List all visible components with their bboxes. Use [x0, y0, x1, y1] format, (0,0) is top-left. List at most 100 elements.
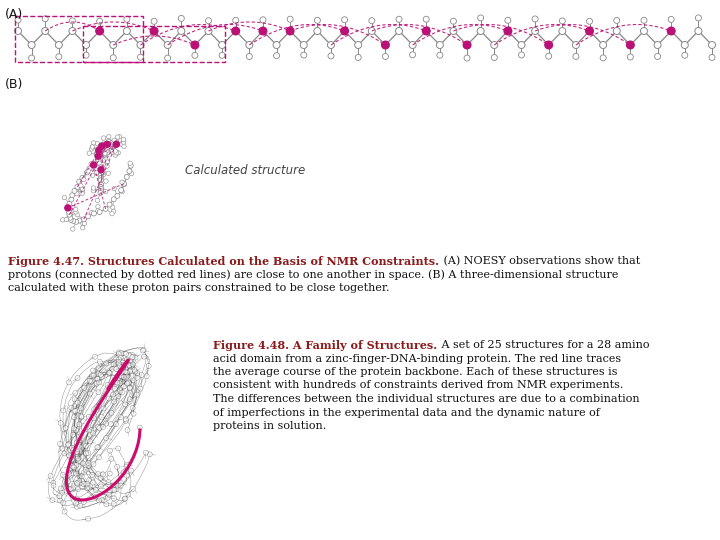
- Circle shape: [71, 205, 76, 210]
- Circle shape: [68, 211, 73, 215]
- Circle shape: [60, 472, 66, 477]
- Circle shape: [654, 53, 660, 59]
- Circle shape: [77, 444, 82, 449]
- Circle shape: [423, 27, 430, 35]
- Circle shape: [573, 53, 579, 59]
- Circle shape: [89, 211, 94, 215]
- Circle shape: [572, 42, 580, 49]
- Circle shape: [112, 143, 117, 147]
- Text: consistent with hundreds of constraints derived from NMR experiments.: consistent with hundreds of constraints …: [213, 381, 624, 390]
- Circle shape: [559, 18, 565, 24]
- Circle shape: [86, 414, 91, 419]
- Circle shape: [682, 52, 688, 58]
- Circle shape: [90, 145, 94, 150]
- Circle shape: [63, 474, 68, 480]
- Circle shape: [113, 153, 117, 157]
- Circle shape: [300, 42, 307, 49]
- Circle shape: [91, 462, 96, 467]
- Circle shape: [76, 447, 81, 452]
- Circle shape: [85, 481, 89, 486]
- Circle shape: [57, 494, 62, 498]
- Circle shape: [75, 213, 79, 217]
- Circle shape: [107, 492, 112, 497]
- Circle shape: [127, 369, 132, 374]
- Circle shape: [112, 144, 117, 149]
- Circle shape: [94, 381, 99, 386]
- Circle shape: [122, 356, 127, 361]
- Circle shape: [709, 55, 715, 60]
- Circle shape: [135, 375, 140, 380]
- Circle shape: [42, 16, 48, 22]
- Circle shape: [130, 487, 135, 491]
- Circle shape: [79, 414, 84, 419]
- Circle shape: [287, 27, 294, 35]
- Circle shape: [191, 41, 199, 49]
- Circle shape: [96, 158, 101, 163]
- Circle shape: [84, 485, 89, 491]
- Circle shape: [91, 211, 96, 216]
- Circle shape: [77, 478, 82, 483]
- Circle shape: [94, 170, 99, 174]
- Circle shape: [87, 378, 92, 383]
- Circle shape: [28, 42, 35, 49]
- Circle shape: [121, 470, 126, 475]
- Circle shape: [83, 52, 89, 58]
- Circle shape: [74, 496, 79, 501]
- Circle shape: [192, 52, 198, 58]
- Circle shape: [87, 483, 92, 488]
- Circle shape: [76, 487, 81, 491]
- Circle shape: [150, 28, 158, 35]
- Circle shape: [491, 55, 498, 60]
- Circle shape: [114, 367, 119, 372]
- Circle shape: [75, 481, 80, 485]
- Circle shape: [66, 472, 71, 477]
- Circle shape: [114, 464, 120, 469]
- Circle shape: [122, 140, 126, 144]
- Text: (B): (B): [5, 78, 23, 91]
- Circle shape: [274, 52, 279, 59]
- Circle shape: [99, 375, 104, 380]
- Circle shape: [83, 467, 88, 472]
- Circle shape: [410, 52, 415, 58]
- Circle shape: [111, 141, 116, 146]
- Circle shape: [99, 373, 104, 377]
- Circle shape: [104, 436, 109, 441]
- Circle shape: [86, 168, 91, 173]
- Circle shape: [114, 139, 119, 144]
- Circle shape: [86, 214, 91, 219]
- Circle shape: [130, 362, 135, 367]
- Circle shape: [101, 163, 105, 167]
- Circle shape: [382, 53, 388, 59]
- Circle shape: [71, 432, 76, 437]
- Circle shape: [99, 188, 104, 193]
- Circle shape: [86, 463, 91, 468]
- Circle shape: [119, 374, 123, 379]
- Circle shape: [98, 173, 103, 178]
- Circle shape: [131, 411, 136, 416]
- Circle shape: [104, 361, 109, 366]
- Circle shape: [109, 141, 114, 146]
- Circle shape: [107, 488, 112, 493]
- Circle shape: [81, 500, 86, 504]
- Circle shape: [117, 368, 122, 373]
- Circle shape: [103, 153, 107, 157]
- Circle shape: [78, 406, 84, 411]
- Circle shape: [73, 207, 78, 212]
- Circle shape: [287, 28, 294, 35]
- Circle shape: [58, 441, 63, 447]
- Circle shape: [128, 163, 133, 168]
- Circle shape: [106, 480, 111, 484]
- Circle shape: [74, 449, 79, 454]
- Circle shape: [178, 28, 185, 35]
- Circle shape: [641, 28, 647, 35]
- Circle shape: [70, 464, 75, 469]
- Circle shape: [219, 42, 225, 49]
- Circle shape: [148, 452, 152, 457]
- Circle shape: [66, 442, 71, 448]
- Circle shape: [94, 408, 99, 413]
- Circle shape: [67, 201, 72, 206]
- Circle shape: [101, 143, 106, 147]
- Circle shape: [66, 470, 71, 475]
- Circle shape: [73, 501, 78, 505]
- Circle shape: [75, 192, 79, 196]
